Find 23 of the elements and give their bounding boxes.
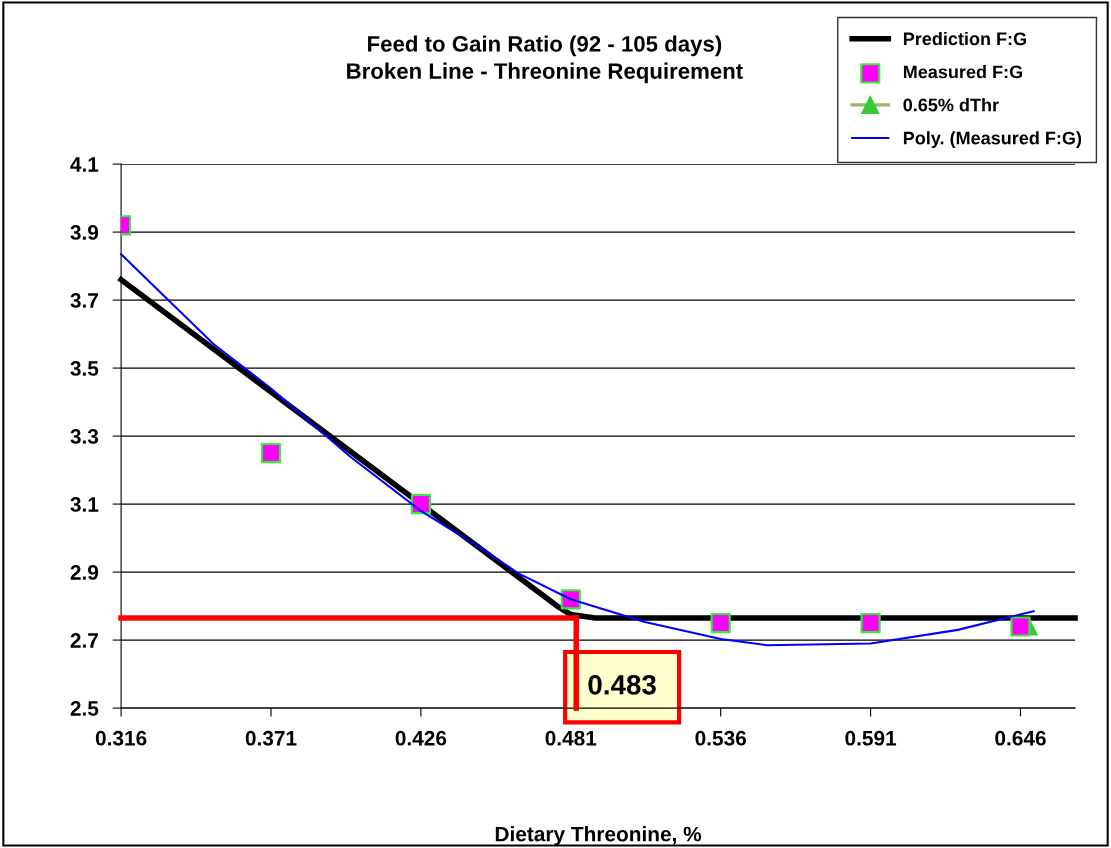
annotation: 0.483 [588, 674, 656, 695]
y-tick-label: 3.7 [70, 293, 98, 308]
y-tick-label: 3.3 [70, 429, 99, 444]
x-axis-title: Dietary Threonine, % [495, 826, 702, 846]
legend-label: Measured F:G [903, 65, 1023, 79]
legend-label: Poly. (Measured F:G) [903, 131, 1082, 149]
legend-label: Prediction F:G [903, 31, 1026, 46]
x-tick-label: 0.536 [695, 730, 747, 746]
x-tick-label: 0.646 [995, 730, 1046, 746]
y-tick-label: 2.5 [70, 701, 99, 716]
y-tick-label: 2.9 [70, 565, 99, 580]
legend-label: 0.65% dThr [903, 98, 999, 112]
x-tick-label: 0.426 [395, 730, 447, 746]
x-tick-label: 0.481 [545, 730, 597, 746]
y-tick-label: 2.7 [70, 633, 98, 648]
chart-title: Feed to Gain Ratio (92 - 105 days) Broken Line - Threonine Requirement [347, 35, 743, 84]
x-tick-label: 0.371 [245, 730, 297, 746]
y-tick-label: 4.1 [70, 157, 99, 172]
x-tick-label: 0.316 [95, 730, 147, 746]
y-tick-label: 3.5 [70, 361, 99, 376]
x-tick-label: 0.591 [845, 730, 897, 746]
y-tick-label: 3.1 [70, 497, 99, 512]
y-tick-label: 3.9 [70, 225, 99, 240]
